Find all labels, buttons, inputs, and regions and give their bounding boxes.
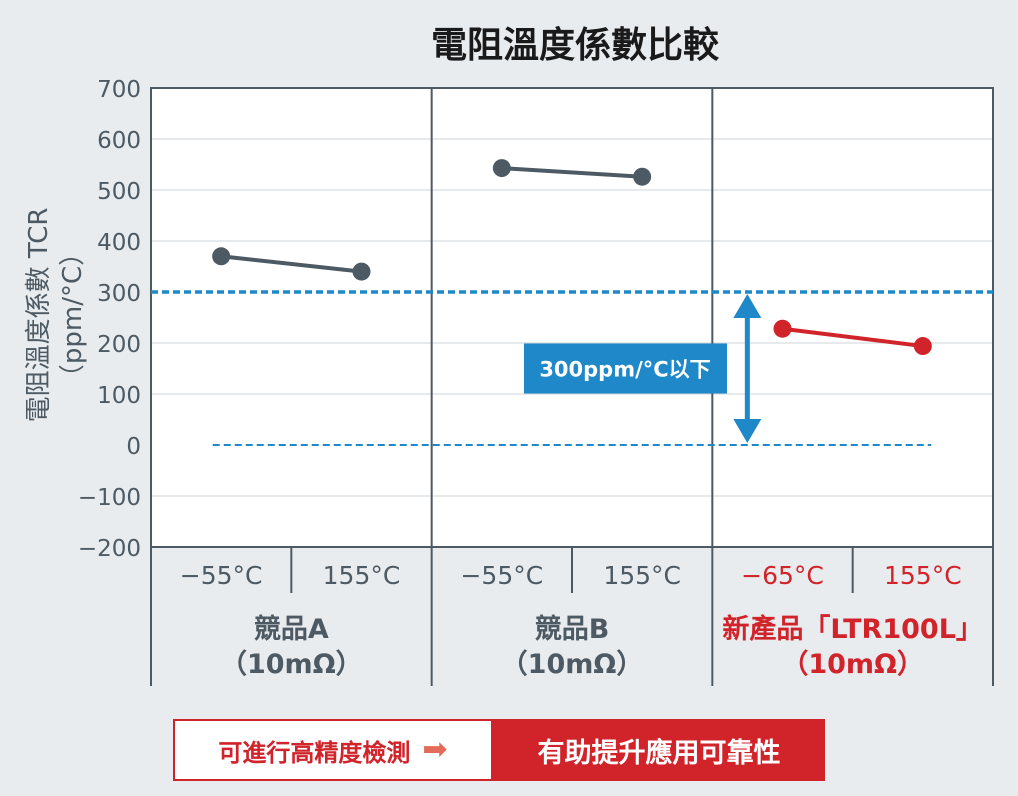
x-tick-label: 155°C [323, 561, 401, 590]
data-point [773, 319, 792, 338]
data-point [212, 247, 231, 266]
group-subname: （10mΩ） [501, 649, 644, 680]
x-tick-label: 155°C [884, 561, 962, 590]
banner-right-box: 有助提升應用可靠性 [493, 719, 825, 781]
conclusion-banner: 可進行高精度檢測 ➡ 有助提升應用可靠性 [173, 719, 825, 781]
group-name: 新產品「LTR100L」 [722, 613, 983, 645]
banner-left-box: 可進行高精度檢測 ➡ [173, 719, 493, 781]
right-arrow-icon: ➡ [422, 732, 448, 767]
arrow-up-icon [733, 294, 762, 318]
group-name: 競品B [535, 614, 610, 645]
x-tick-label: −55°C [180, 561, 263, 590]
series-line [501, 166, 643, 179]
group-subname: （10mΩ） [781, 649, 924, 680]
reference-lines [151, 290, 993, 446]
y-axis-label: 電阻溫度係數 TCR （ppm/°C） [24, 208, 88, 423]
y-axis-label-line2: （ppm/°C） [58, 240, 88, 390]
data-point [352, 262, 371, 281]
series-line [220, 254, 362, 274]
plot-background [151, 88, 993, 547]
y-tick-labels: 700 600 500 400 300 200 100 0 −100 −200 [78, 77, 141, 562]
y-tick-label: 500 [97, 179, 141, 205]
banner-right-text: 有助提升應用可靠性 [537, 737, 781, 769]
plot-area [151, 88, 993, 547]
y-tick-label: −200 [78, 536, 141, 562]
chart-title: 電阻溫度係數比較 [431, 25, 720, 66]
y-axis-label-line1: 電阻溫度係數 TCR [24, 208, 54, 423]
y-tick-label: 100 [97, 383, 141, 409]
group-subname: （10mΩ） [220, 649, 363, 680]
series-line [782, 326, 924, 349]
banner-left-text: 可進行高精度檢測 [218, 738, 411, 767]
arrow-down-icon [733, 419, 762, 443]
data-point [492, 159, 511, 178]
y-tick-label: 300 [97, 281, 141, 307]
x-tick-label: −55°C [460, 561, 543, 590]
grid-lines [150, 87, 994, 686]
y-tick-label: 600 [97, 128, 141, 154]
x-tick-label: 155°C [603, 561, 681, 590]
threshold-label-box [524, 343, 727, 394]
y-tick-label: −100 [78, 485, 141, 511]
y-tick-label: 400 [97, 230, 141, 256]
y-tick-label: 700 [97, 77, 141, 103]
x-tick-label: −65°C [741, 561, 824, 590]
data-series [212, 159, 932, 356]
data-point [913, 337, 932, 356]
threshold-label: 300ppm/°C以下 [539, 358, 710, 382]
y-tick-label: 200 [97, 332, 141, 358]
x-axis-labels: −55°C 155°C 競品A （10mΩ） −55°C 155°C 競品B （10mΩ） −6… [180, 547, 983, 680]
data-point [633, 167, 652, 186]
y-tick-label: 0 [126, 434, 141, 460]
threshold-annotation: 300ppm/°C以下 [524, 294, 762, 443]
group-name: 競品A [254, 614, 329, 645]
